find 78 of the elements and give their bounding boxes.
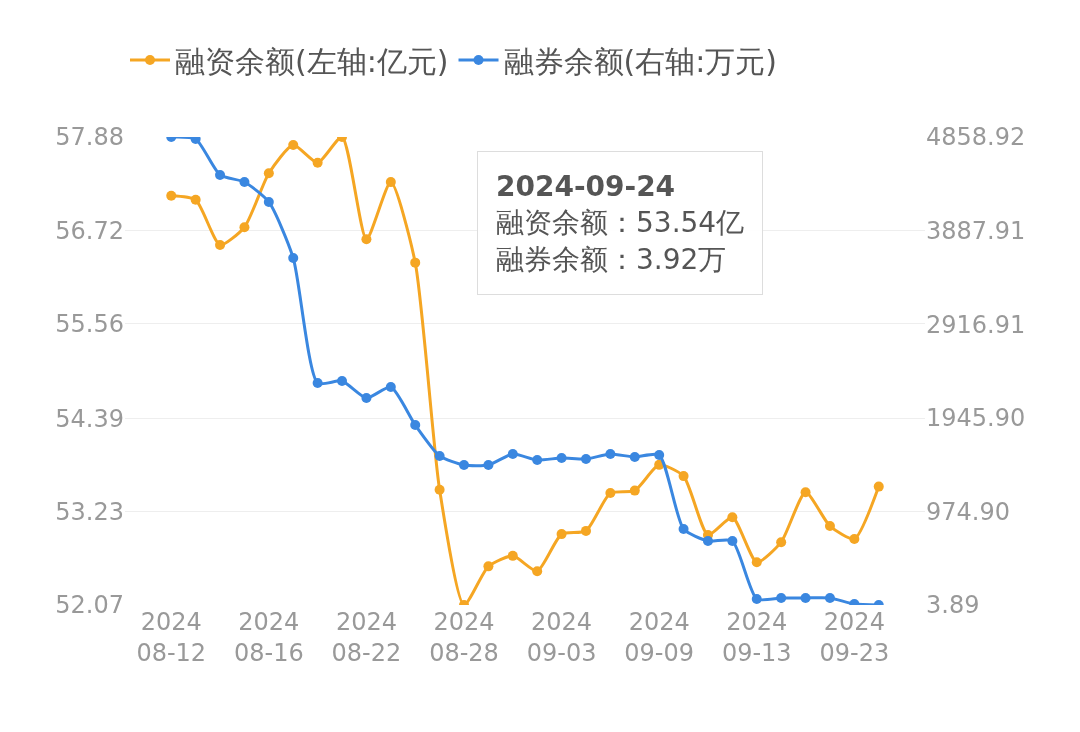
x-tick-label: 2024 08-16: [233, 608, 304, 668]
x-tick-label: 2024 08-12: [136, 608, 207, 668]
point: [312, 377, 323, 388]
point: [385, 382, 396, 393]
point: [800, 487, 811, 498]
point: [556, 452, 567, 463]
point: [361, 234, 372, 245]
y-tick-label: 53.23: [55, 497, 124, 526]
point: [654, 450, 665, 460]
x-tick-label: 2024 09-03: [526, 608, 597, 668]
point: [824, 521, 835, 532]
y2-tick-label: 3887.91: [926, 217, 1026, 245]
point: [215, 239, 226, 250]
y-tick-label: 57.88: [55, 123, 124, 152]
annotation: 融券余额：3.92万: [496, 242, 727, 276]
point: [215, 169, 226, 180]
point: [727, 535, 738, 546]
point: [580, 525, 591, 536]
x-tick-label: 2024 08-28: [429, 608, 499, 668]
point: [776, 537, 787, 548]
point: [337, 375, 348, 386]
point: [483, 460, 494, 471]
y-tick-label: 54.39: [55, 404, 124, 433]
point: [166, 190, 177, 201]
point: [800, 592, 811, 603]
y2-tick-label: 4858.92: [926, 123, 1026, 152]
point: [751, 594, 762, 605]
point: [873, 481, 884, 492]
annotation: 融资余额：53.54亿: [496, 206, 745, 240]
point: [824, 592, 835, 603]
point: [483, 561, 494, 572]
point: [312, 157, 323, 168]
point: [507, 550, 518, 561]
legend-label: 融券余额(右轴:万元): [503, 43, 778, 79]
point: [629, 452, 640, 463]
point: [532, 566, 543, 577]
point: [776, 592, 787, 603]
x-tick-label: 2024 09-09: [624, 608, 695, 668]
y2-tick-label: 3.89: [926, 591, 980, 620]
x-tick-label: 2024 09-13: [721, 608, 792, 668]
point: [263, 168, 274, 179]
point: [385, 177, 396, 188]
point: [434, 450, 445, 461]
point: [263, 196, 274, 207]
point: [629, 485, 640, 496]
point: [459, 460, 470, 471]
point: [580, 453, 591, 464]
point: [288, 252, 299, 263]
point: [532, 455, 543, 466]
point: [410, 420, 421, 431]
y2-tick-label: 2916.91: [926, 310, 1026, 339]
point: [849, 533, 860, 544]
point: [507, 449, 518, 460]
point: [678, 471, 689, 482]
point: [190, 194, 201, 205]
x-tick-label: 2024 08-22: [331, 608, 402, 668]
point: [434, 484, 445, 495]
legend-label: 融资余额(左轴:亿元): [175, 43, 449, 79]
y-tick-label: 56.72: [55, 216, 124, 245]
point: [702, 535, 713, 546]
annotation: 2024-09-24: [496, 170, 676, 203]
point: [556, 529, 567, 540]
point: [410, 257, 421, 268]
point: [678, 524, 689, 535]
point: [361, 393, 372, 404]
point: [751, 557, 762, 568]
point: [239, 222, 250, 233]
y-tick-label: 55.56: [55, 310, 124, 339]
y-tick-label: 52.07: [55, 591, 124, 620]
point: [288, 140, 299, 151]
x-tick-label: 2024 09-23: [819, 608, 890, 668]
point: [727, 512, 738, 523]
y2-tick-label: 974.90: [926, 497, 1010, 526]
point: [190, 137, 201, 145]
point: [239, 177, 250, 188]
point: [605, 449, 616, 460]
y2-tick-label: 1945.90: [926, 404, 1026, 433]
point: [605, 488, 616, 499]
